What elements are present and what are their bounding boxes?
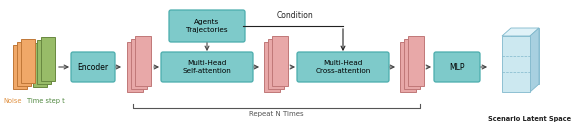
- FancyBboxPatch shape: [502, 36, 530, 92]
- FancyBboxPatch shape: [33, 43, 47, 87]
- Text: MLP: MLP: [449, 62, 465, 72]
- Text: Multi-Head
Cross-attention: Multi-Head Cross-attention: [316, 60, 370, 74]
- Text: Multi-Head
Self-attention: Multi-Head Self-attention: [183, 60, 231, 74]
- FancyBboxPatch shape: [408, 36, 424, 86]
- FancyBboxPatch shape: [161, 52, 253, 82]
- FancyBboxPatch shape: [127, 42, 143, 92]
- FancyBboxPatch shape: [135, 36, 151, 86]
- Text: Scenario Latent Space: Scenario Latent Space: [488, 116, 572, 122]
- FancyBboxPatch shape: [404, 39, 420, 89]
- FancyBboxPatch shape: [71, 52, 115, 82]
- FancyBboxPatch shape: [21, 39, 35, 83]
- FancyBboxPatch shape: [268, 39, 284, 89]
- FancyBboxPatch shape: [434, 52, 480, 82]
- FancyBboxPatch shape: [297, 52, 389, 82]
- FancyBboxPatch shape: [131, 39, 147, 89]
- Text: Repeat N Times: Repeat N Times: [249, 111, 304, 117]
- Text: Encoder: Encoder: [77, 62, 109, 72]
- FancyBboxPatch shape: [37, 40, 51, 84]
- Text: Agents
Trajectories: Agents Trajectories: [186, 19, 228, 33]
- FancyBboxPatch shape: [13, 45, 27, 89]
- FancyBboxPatch shape: [511, 28, 539, 84]
- Text: Noise: Noise: [3, 98, 22, 104]
- Text: Condition: Condition: [277, 11, 313, 20]
- Text: Time step t: Time step t: [27, 98, 65, 104]
- FancyBboxPatch shape: [400, 42, 416, 92]
- Polygon shape: [530, 28, 539, 92]
- FancyBboxPatch shape: [272, 36, 288, 86]
- FancyBboxPatch shape: [264, 42, 280, 92]
- FancyBboxPatch shape: [41, 37, 55, 81]
- FancyBboxPatch shape: [169, 10, 245, 42]
- Polygon shape: [502, 28, 539, 36]
- FancyBboxPatch shape: [17, 42, 31, 86]
